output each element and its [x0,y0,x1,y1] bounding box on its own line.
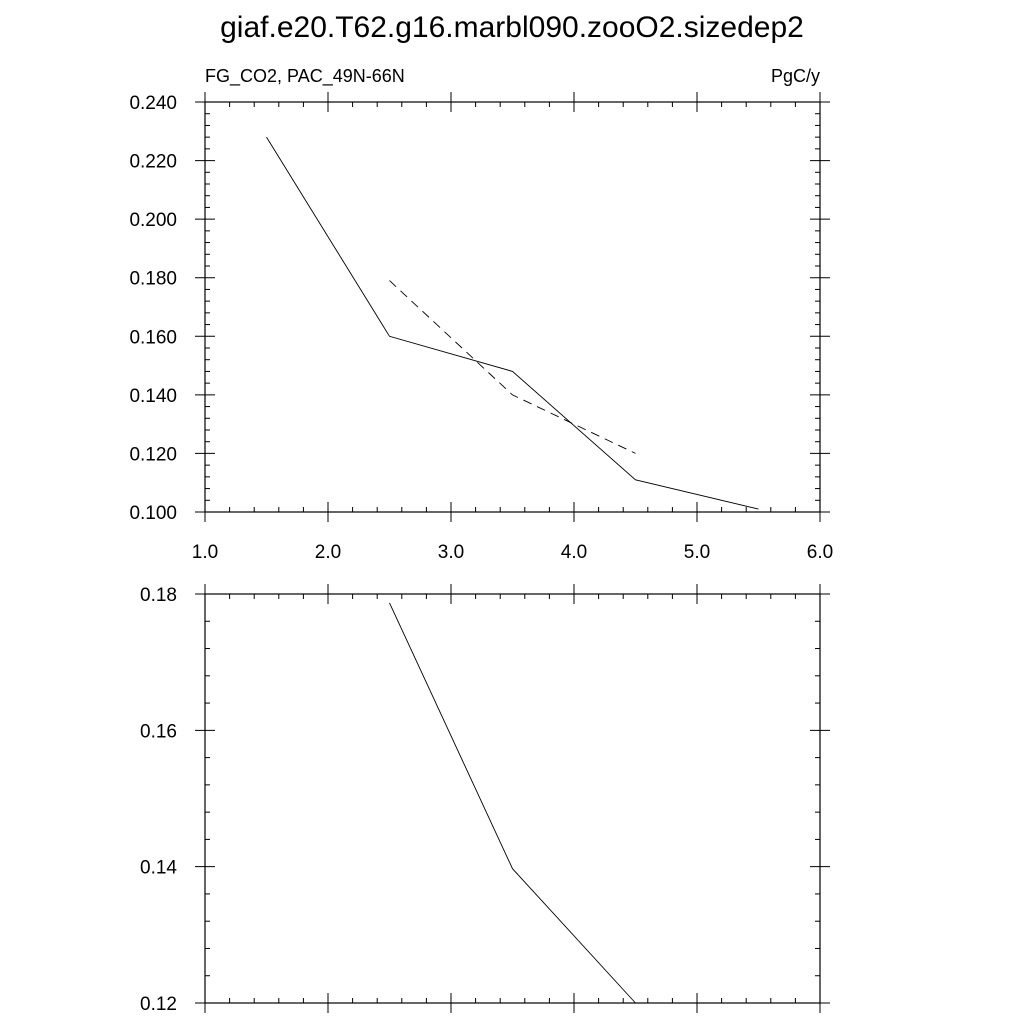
y-tick-label: 0.220 [129,152,177,173]
y-tick-label: 0.100 [129,503,177,524]
y-tick-label: 0.140 [129,386,177,407]
variable-region-label: FG_CO2, PAC_49N-66N [205,66,405,87]
y-tick-label: 0.240 [129,93,177,114]
units-label: PgC/y [771,66,820,86]
top-panel: 1.0 2.0 3.0 4.0 5.0 6.0 0.100 0.120 0.140 0.160 0.… [129,92,833,563]
y-tick-label: 0.18 [140,585,177,606]
chart-title: giaf.e20.T62.g16.marbl090.zooO2.sizedep2 [220,11,804,44]
plot-frame [204,593,821,1004]
x-tick-label: 3.0 [438,542,464,563]
bottom-panel: 0.12 0.14 0.16 0.18 [140,584,830,1015]
x-tick-label: 2.0 [315,542,341,563]
x-tick-label: 1.0 [192,542,218,563]
plot-frame [204,101,821,513]
y-tick-label: 0.12 [140,994,177,1015]
y-tick-label: 0.14 [140,858,177,879]
x-tick-label: 5.0 [684,542,710,563]
y-tick-label: 0.16 [140,721,177,742]
x-tick-label: 4.0 [561,542,587,563]
x-tick-label: 6.0 [807,542,833,563]
solid-series-line [389,602,636,1004]
y-tick-label: 0.160 [129,327,177,348]
solid-series-line [266,136,759,510]
dashed-series-line [389,280,636,454]
y-tick-label: 0.200 [129,210,177,231]
y-tick-label: 0.180 [129,269,177,290]
y-tick-label: 0.120 [129,444,177,465]
